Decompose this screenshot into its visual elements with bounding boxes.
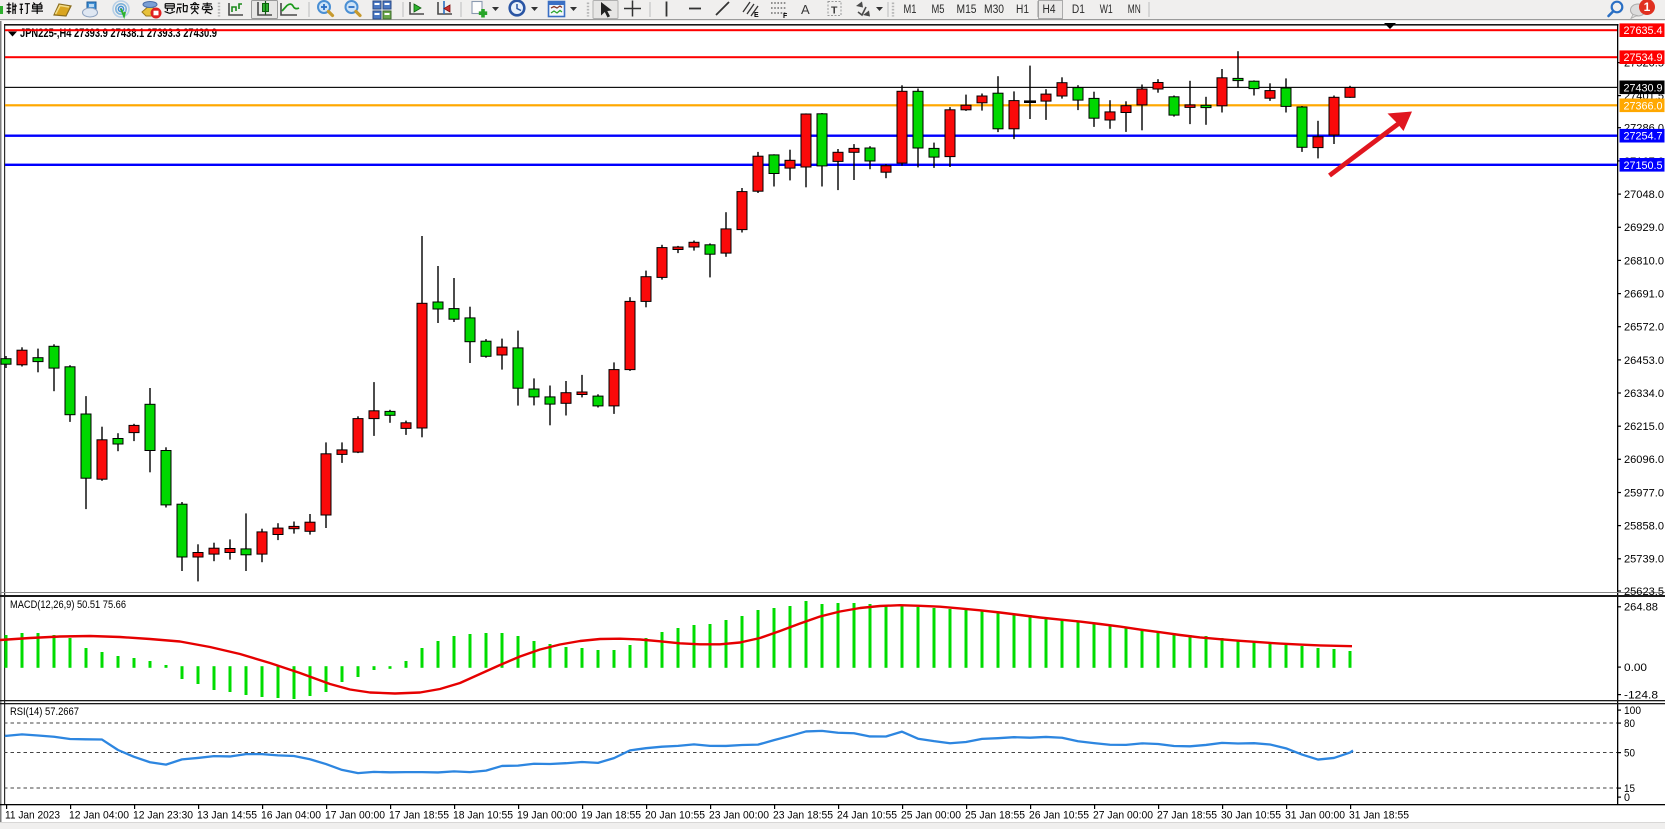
svg-text:25858.0: 25858.0 [1624, 521, 1664, 533]
svg-text:13 Jan 14:55: 13 Jan 14:55 [197, 810, 257, 822]
svg-text:24 Jan 10:55: 24 Jan 10:55 [837, 810, 897, 822]
svg-text:26929.0: 26929.0 [1624, 222, 1664, 234]
svg-text:31 Jan 18:55: 31 Jan 18:55 [1349, 810, 1409, 822]
svg-text:1: 1 [1644, 0, 1651, 14]
svg-text:A: A [801, 2, 810, 17]
svg-text:25977.0: 25977.0 [1624, 487, 1664, 499]
svg-text:23 Jan 00:00: 23 Jan 00:00 [709, 810, 769, 822]
svg-text:27 Jan 00:00: 27 Jan 00:00 [1093, 810, 1153, 822]
svg-text:31 Jan 00:00: 31 Jan 00:00 [1285, 810, 1345, 822]
svg-text:80: 80 [1624, 718, 1635, 730]
svg-text:MN: MN [1128, 4, 1141, 16]
svg-text:26215.0: 26215.0 [1624, 421, 1664, 433]
svg-text:12 Jan 04:00: 12 Jan 04:00 [69, 810, 129, 822]
svg-text:25 Jan 00:00: 25 Jan 00:00 [901, 810, 961, 822]
svg-text:M15: M15 [957, 4, 977, 16]
svg-text:MACD(12,26,9) 50.51 75.66: MACD(12,26,9) 50.51 75.66 [10, 599, 126, 611]
svg-text:25739.0: 25739.0 [1624, 554, 1664, 566]
svg-text:26691.0: 26691.0 [1624, 289, 1664, 301]
svg-text:26810.0: 26810.0 [1624, 255, 1664, 267]
svg-text:19 Jan 18:55: 19 Jan 18:55 [581, 810, 641, 822]
svg-text:25 Jan 18:55: 25 Jan 18:55 [965, 810, 1025, 822]
svg-text:27430.9: 27430.9 [1624, 82, 1663, 94]
svg-text:15: 15 [1624, 783, 1635, 795]
svg-text:27 Jan 18:55: 27 Jan 18:55 [1157, 810, 1217, 822]
svg-text:27150.5: 27150.5 [1624, 160, 1663, 172]
svg-text:0.00: 0.00 [1624, 662, 1647, 674]
svg-text:E: E [754, 12, 759, 19]
svg-text:23 Jan 18:55: 23 Jan 18:55 [773, 810, 833, 822]
svg-text:F: F [783, 13, 788, 20]
svg-text:26453.0: 26453.0 [1624, 355, 1664, 367]
svg-text:27254.7: 27254.7 [1624, 131, 1663, 143]
svg-text:H1: H1 [1016, 4, 1029, 16]
svg-text:D1: D1 [1072, 4, 1085, 16]
svg-text:26 Jan 10:55: 26 Jan 10:55 [1029, 810, 1089, 822]
svg-text:27048.0: 27048.0 [1624, 189, 1664, 201]
svg-text:M1: M1 [904, 4, 917, 16]
svg-text:17 Jan 00:00: 17 Jan 00:00 [325, 810, 385, 822]
svg-text:M30: M30 [984, 4, 1004, 16]
svg-text:17 Jan 18:55: 17 Jan 18:55 [389, 810, 449, 822]
svg-text:50: 50 [1624, 748, 1635, 760]
svg-text:100: 100 [1624, 705, 1641, 717]
svg-text:19 Jan 00:00: 19 Jan 00:00 [517, 810, 577, 822]
svg-text:18 Jan 10:55: 18 Jan 10:55 [453, 810, 513, 822]
svg-text:26096.0: 26096.0 [1624, 454, 1664, 466]
svg-text:20 Jan 10:55: 20 Jan 10:55 [645, 810, 705, 822]
svg-text:264.88: 264.88 [1624, 602, 1658, 614]
svg-text:25623.5: 25623.5 [1624, 586, 1664, 598]
svg-text:27635.4: 27635.4 [1624, 25, 1663, 37]
svg-text:26572.0: 26572.0 [1624, 322, 1664, 334]
svg-text:27534.9: 27534.9 [1624, 52, 1663, 64]
svg-text:11 Jan 2023: 11 Jan 2023 [5, 810, 60, 822]
svg-text:M5: M5 [932, 4, 945, 16]
svg-text:W1: W1 [1100, 4, 1113, 16]
svg-text:0: 0 [1624, 792, 1630, 804]
svg-text:27366.0: 27366.0 [1624, 100, 1663, 112]
svg-text:H4: H4 [1043, 4, 1057, 16]
svg-text:T: T [831, 5, 838, 17]
svg-text:30 Jan 10:55: 30 Jan 10:55 [1221, 810, 1281, 822]
svg-text:26334.0: 26334.0 [1624, 388, 1664, 400]
svg-text:12 Jan 23:30: 12 Jan 23:30 [133, 810, 193, 822]
svg-text:-124.8: -124.8 [1624, 690, 1658, 702]
svg-text:16 Jan 04:00: 16 Jan 04:00 [261, 810, 321, 822]
svg-text:RSI(14) 57.2667: RSI(14) 57.2667 [10, 706, 79, 718]
